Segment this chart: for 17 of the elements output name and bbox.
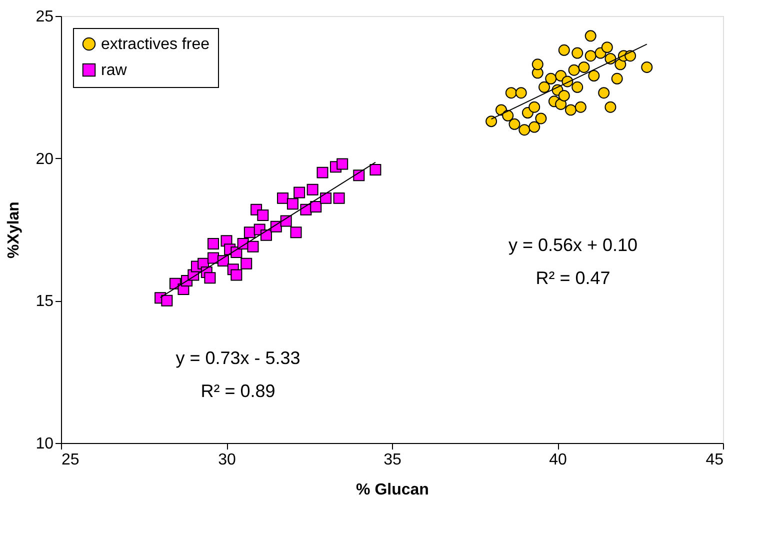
annotation: y = 0.73x - 5.33 — [176, 348, 300, 368]
x-tick-label: 40 — [549, 452, 567, 468]
x-tick-label: 25 — [62, 452, 80, 468]
y-tick-label: 10 — [36, 436, 54, 452]
x-tick-label: 30 — [218, 452, 236, 468]
y-axis-title: %Xylan — [6, 202, 23, 258]
y-tick-label: 25 — [36, 8, 54, 26]
y-tick-label: 20 — [36, 150, 54, 168]
annotation: y = 0.56x + 0.10 — [508, 235, 638, 255]
annotation: R² = 0.47 — [536, 268, 610, 288]
annotation: R² = 0.89 — [200, 381, 276, 401]
legend-label: raw — [101, 62, 128, 79]
legend-label: extractives free — [101, 36, 210, 53]
x-tick-label: 35 — [384, 452, 402, 468]
x-tick-label: 45 — [706, 452, 724, 468]
x-axis-title: % Glucan — [356, 482, 429, 498]
y-tick-label: 15 — [36, 293, 54, 310]
